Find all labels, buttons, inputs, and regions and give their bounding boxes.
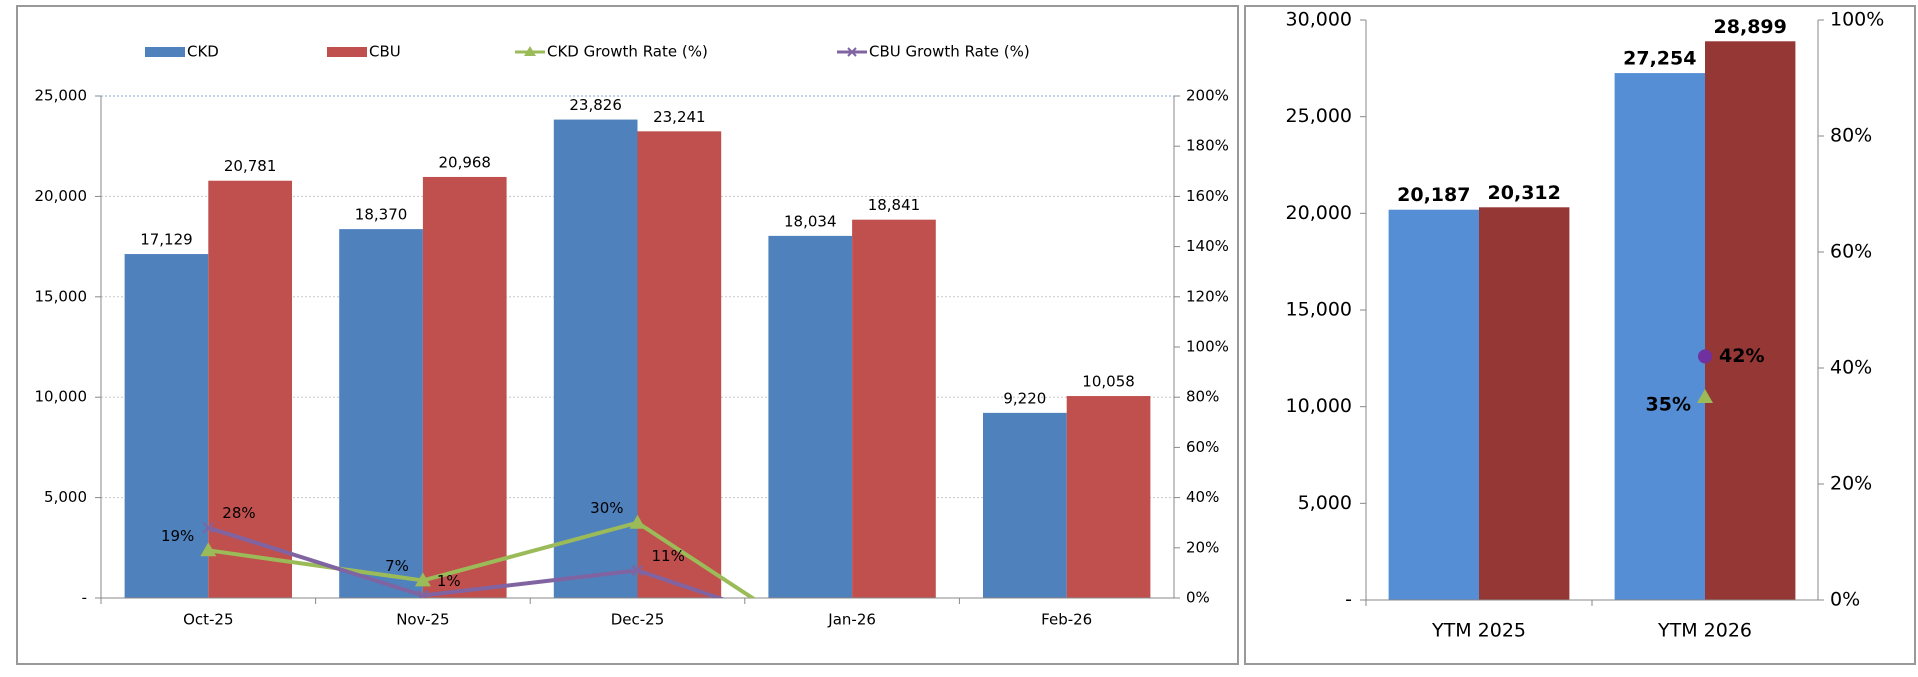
- bar: [422, 176, 507, 598]
- bar: [339, 229, 423, 598]
- bar-label: 28,899: [1714, 16, 1787, 38]
- line-label: 28%: [222, 504, 255, 522]
- bar-label: 20,312: [1488, 182, 1561, 204]
- bar-label: 18,841: [868, 196, 921, 214]
- y-tick-label: 5,000: [44, 488, 87, 506]
- bar: [637, 131, 722, 598]
- bar: [768, 235, 853, 599]
- bar-label: 23,241: [653, 108, 706, 126]
- y2-tick-label: 60%: [1186, 438, 1219, 456]
- marker: [1697, 389, 1713, 403]
- plot-clip: [200, 514, 757, 598]
- line-label: 11%: [652, 547, 685, 565]
- bar-label: 10,058: [1082, 373, 1135, 391]
- legend-swatch: [524, 46, 536, 56]
- line: [207, 525, 726, 598]
- y2-tick-label: 160%: [1186, 187, 1229, 205]
- bar: [1479, 207, 1570, 600]
- marker: [200, 542, 217, 557]
- y2-tick-label: 120%: [1186, 287, 1229, 305]
- bar: [1388, 209, 1479, 600]
- bar-label: 18,034: [784, 212, 837, 230]
- x-tick-label: Feb-26: [1041, 611, 1092, 629]
- bar: [852, 219, 936, 598]
- y-tick-label: 20,000: [35, 187, 88, 205]
- y-tick-label: 15,000: [35, 287, 88, 305]
- bar: [124, 254, 209, 598]
- line-label: 1%: [437, 572, 461, 590]
- y2-tick-label: 180%: [1186, 137, 1229, 155]
- monthly-chart: - 5,000 10,000 15,000 20,000 25,000 0% 20% 40% 60…: [35, 43, 1229, 629]
- y2-tick-label: 0%: [1830, 589, 1860, 611]
- bar-label: 9,220: [1003, 389, 1046, 407]
- y-tick-label: 10,000: [35, 388, 88, 406]
- y2-tick-label: 200%: [1186, 87, 1229, 105]
- legend-label: CBU Growth Rate (%): [869, 43, 1030, 61]
- marker: [414, 572, 431, 587]
- y-tick-label: -: [82, 589, 87, 607]
- y-tick-label: -: [1345, 589, 1352, 611]
- bar: [1614, 73, 1705, 600]
- bar-label: 18,370: [355, 206, 408, 224]
- x-tick-label: YTM 2025: [1431, 620, 1526, 642]
- y-tick-label: 10,000: [1286, 395, 1352, 417]
- y-tick-label: 30,000: [1286, 9, 1352, 31]
- bar: [208, 180, 292, 598]
- bar: [553, 119, 638, 599]
- legend-label: CKD Growth Rate (%): [547, 43, 708, 61]
- bar: [1705, 41, 1796, 600]
- y-tick-label: 15,000: [1286, 299, 1352, 321]
- y-tick-label: 5,000: [1298, 492, 1352, 514]
- y2-tick-label: 40%: [1186, 488, 1219, 506]
- x-tick-label: Nov-25: [396, 611, 449, 629]
- marker: [202, 522, 215, 534]
- line-label: 42%: [1719, 345, 1764, 367]
- y2-tick-label: 100%: [1830, 9, 1884, 31]
- bar: [1066, 396, 1151, 598]
- y2-tick-label: 40%: [1830, 357, 1872, 379]
- ytm-chart: - 5,000 10,000 15,000 20,000 25,000 30,000 0% 20…: [1286, 9, 1885, 642]
- y2-tick-label: 20%: [1830, 473, 1872, 495]
- bar-label: 20,781: [224, 157, 277, 175]
- y2-tick-label: 140%: [1186, 237, 1229, 255]
- marker: [417, 589, 429, 598]
- legend-swatch: [847, 47, 857, 57]
- y-tick-label: 20,000: [1286, 202, 1352, 224]
- plot-clip: [1697, 349, 1713, 403]
- line-label: 30%: [590, 499, 623, 517]
- y2-tick-label: 60%: [1830, 241, 1872, 263]
- y2-tick-label: 100%: [1186, 338, 1229, 356]
- x-tick-label: Jan-26: [827, 611, 876, 629]
- y2-tick-label: 20%: [1186, 538, 1219, 556]
- x-tick-label: Dec-25: [611, 611, 665, 629]
- y-tick-label: 25,000: [35, 87, 88, 105]
- line-label: 7%: [385, 557, 409, 575]
- x-tick-label: YTM 2026: [1657, 620, 1752, 642]
- bar-label: 20,968: [438, 153, 491, 171]
- legend-swatch: [145, 47, 185, 57]
- line-label: 19%: [161, 527, 194, 545]
- bar-label: 23,826: [569, 96, 622, 114]
- y2-tick-label: 0%: [1186, 589, 1210, 607]
- marker: [629, 514, 646, 529]
- y2-tick-label: 80%: [1830, 125, 1872, 147]
- bar-label: 17,129: [140, 231, 193, 249]
- x-tick-label: Oct-25: [183, 611, 233, 629]
- line-label: 35%: [1646, 394, 1691, 416]
- legend-label: CBU: [369, 43, 401, 61]
- legend-label: CKD: [187, 43, 219, 61]
- marker: [631, 564, 644, 577]
- legend-swatch: [327, 47, 367, 57]
- panel: [1244, 5, 1916, 665]
- y-tick-label: 25,000: [1286, 105, 1352, 127]
- marker: [1698, 349, 1712, 364]
- bar-label: 20,187: [1397, 184, 1470, 206]
- bar-label: 27,254: [1623, 48, 1696, 70]
- y2-tick-label: 80%: [1186, 388, 1219, 406]
- bar: [983, 412, 1067, 598]
- line: [208, 520, 757, 598]
